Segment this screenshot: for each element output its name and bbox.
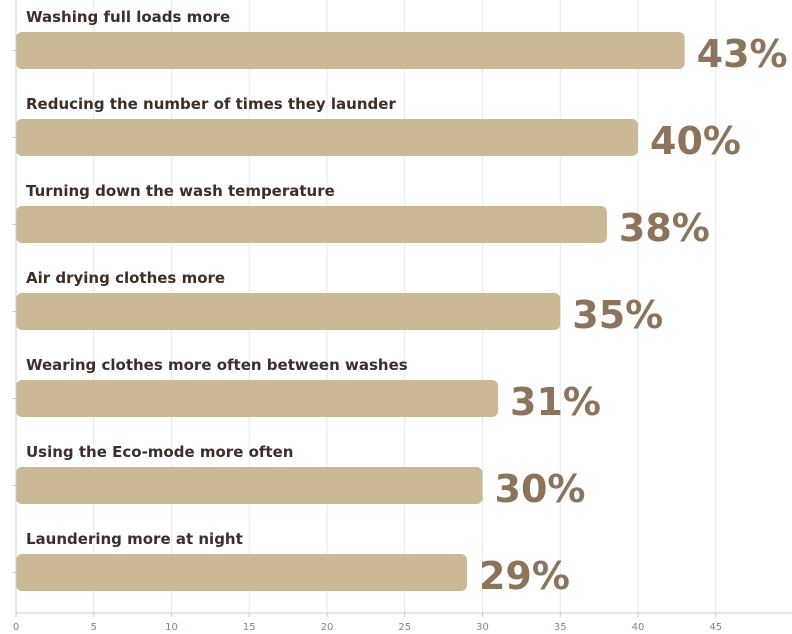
x-tick-label: 30 bbox=[476, 622, 489, 633]
value-label: 38% bbox=[619, 206, 710, 250]
bar bbox=[16, 467, 483, 504]
category-label: Reducing the number of times they launde… bbox=[26, 95, 396, 113]
bar bbox=[16, 119, 638, 156]
x-tick-label: 45 bbox=[709, 622, 722, 633]
x-tick-label: 35 bbox=[554, 622, 567, 633]
value-label: 43% bbox=[697, 32, 788, 76]
x-tick-label: 0 bbox=[13, 622, 19, 633]
value-label: 31% bbox=[510, 380, 601, 424]
category-label: Washing full loads more bbox=[26, 8, 230, 26]
value-label: 29% bbox=[479, 554, 570, 598]
value-label: 40% bbox=[650, 119, 741, 163]
category-label: Wearing clothes more often between washe… bbox=[26, 356, 408, 374]
x-tick-label: 15 bbox=[243, 622, 256, 633]
bars bbox=[16, 32, 685, 591]
x-axis: 0 5 10 15 20 25 30 35 40 45 bbox=[12, 0, 792, 633]
value-label: 35% bbox=[572, 293, 663, 337]
category-label: Laundering more at night bbox=[26, 530, 243, 548]
category-label: Turning down the wash temperature bbox=[26, 182, 335, 200]
x-tick-label: 10 bbox=[165, 622, 178, 633]
category-label: Air drying clothes more bbox=[26, 269, 225, 287]
labels: Washing full loads more 43% Reducing the n… bbox=[26, 8, 788, 598]
bar bbox=[16, 380, 499, 417]
bar bbox=[16, 32, 685, 69]
x-tick-label: 40 bbox=[632, 622, 645, 633]
x-tick-label: 5 bbox=[91, 622, 97, 633]
bar bbox=[16, 206, 607, 243]
bar bbox=[16, 293, 561, 330]
x-tick-label: 25 bbox=[398, 622, 411, 633]
category-label: Using the Eco-mode more often bbox=[26, 443, 293, 461]
bar bbox=[16, 554, 467, 591]
x-tick-label: 20 bbox=[321, 622, 334, 633]
value-label: 30% bbox=[495, 467, 586, 511]
